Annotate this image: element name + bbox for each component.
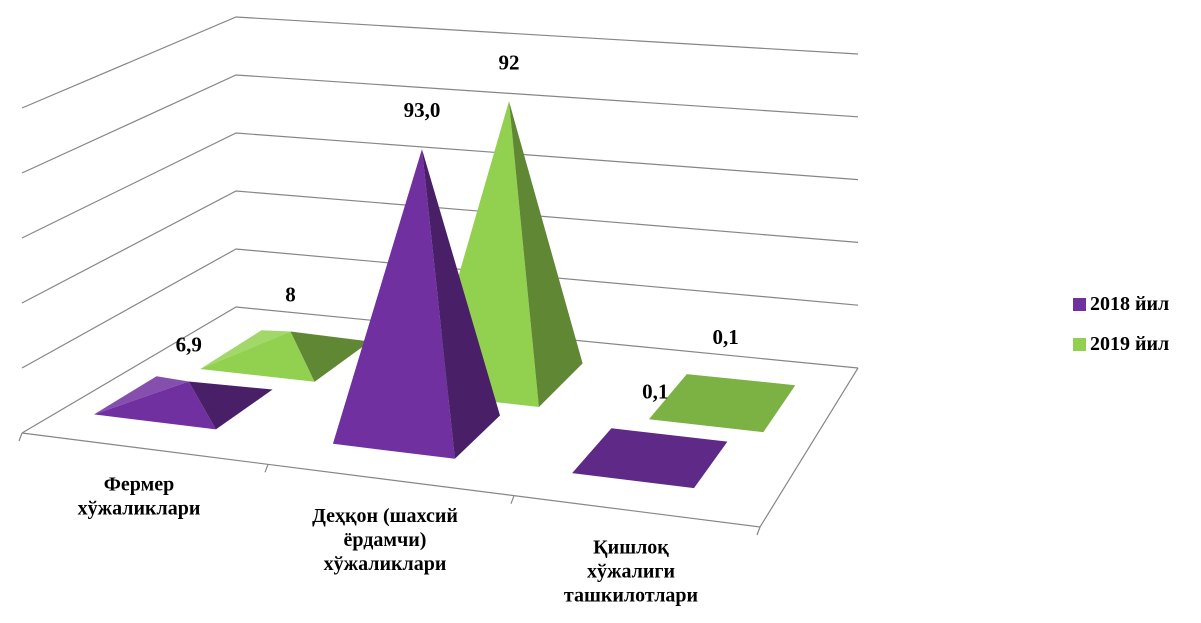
bar-pyramid — [572, 428, 728, 489]
bar-face — [333, 149, 455, 459]
bar-pyramid — [200, 330, 370, 382]
category-label: Деҳқон (шахсий ёрдамчи) хўжаликлари — [312, 505, 458, 575]
x-axis-tick — [18, 432, 23, 442]
bar-face — [648, 374, 796, 433]
data-label: 93,0 — [404, 98, 441, 122]
data-label: 8 — [285, 282, 296, 306]
gridline — [21, 16, 859, 109]
gridlines — [21, 16, 859, 434]
x-axis-tick — [510, 495, 515, 504]
data-label: 0,1 — [642, 379, 668, 403]
legend-swatch — [1073, 338, 1086, 351]
gridline — [21, 132, 859, 239]
category-labels: Фермер хўжаликлари Деҳқон (шахсий ёрдамчи) х… — [78, 474, 698, 607]
pyramids — [94, 101, 796, 489]
legend-label: 2019 йил — [1090, 333, 1169, 355]
bar-face — [509, 101, 583, 408]
legend: 2018 йил 2019 йил — [1073, 293, 1169, 355]
data-label: 6,9 — [176, 333, 202, 357]
gridline — [21, 306, 859, 434]
bar-face — [200, 331, 315, 382]
legend-label: 2018 йил — [1090, 293, 1169, 315]
bar-pyramid — [94, 376, 273, 430]
data-label: 0,1 — [712, 325, 738, 349]
bar-face — [572, 428, 728, 489]
bar-face — [94, 376, 189, 415]
bar-face — [422, 149, 500, 459]
data-label: 92 — [499, 50, 520, 74]
chart-floor — [18, 367, 859, 536]
x-axis-tick — [264, 464, 269, 473]
gridline — [21, 74, 859, 174]
gridline — [21, 190, 859, 304]
category-label: Фермер хўжаликлари — [78, 474, 201, 520]
bar-face — [188, 381, 273, 430]
bar-pyramid — [648, 374, 796, 433]
bar-pyramid — [333, 149, 500, 459]
category-label: Қишлоқ хўжалиги ташкилотлари — [564, 536, 698, 606]
gridline — [21, 248, 859, 369]
legend-swatch — [1073, 298, 1086, 311]
x-axis-tick — [756, 526, 761, 536]
bar-face — [290, 331, 370, 382]
bar-face — [200, 330, 291, 369]
data-labels: 8 92 0,1 6,9 93,0 0,1 — [176, 50, 739, 403]
bar-face — [94, 381, 216, 430]
